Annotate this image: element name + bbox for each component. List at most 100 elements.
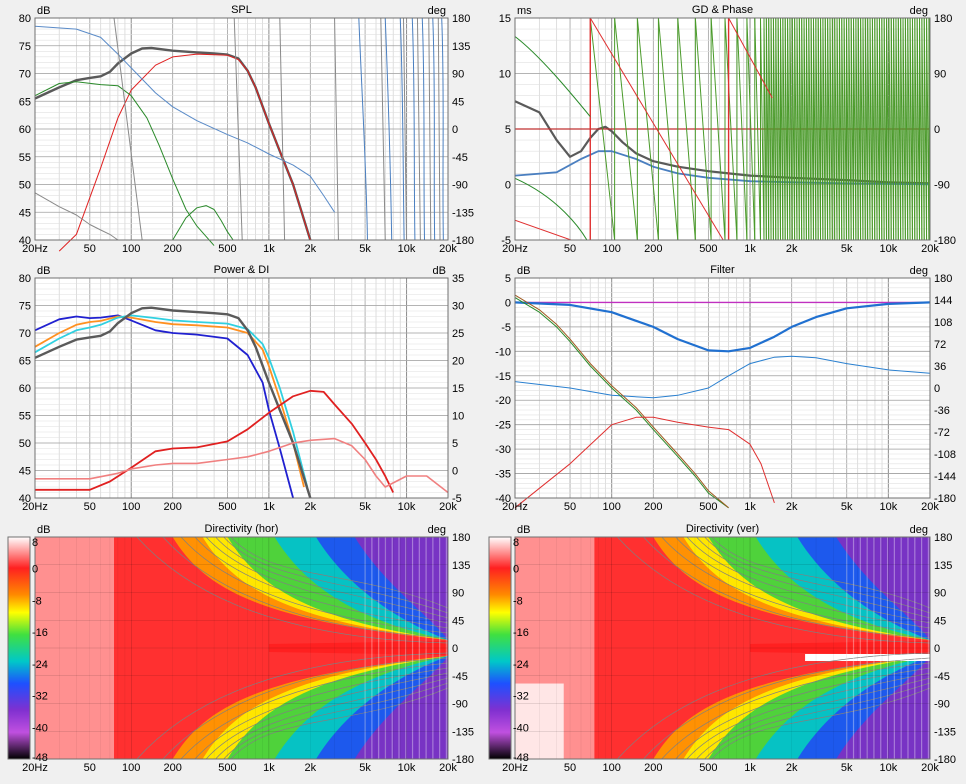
dir_ver-colorbar — [488, 536, 512, 760]
power_di-xtick: 20Hz — [22, 501, 48, 513]
spl-xtick: 50 — [84, 243, 96, 255]
spl-y2tick: -135 — [452, 207, 474, 219]
filter-ytick: -30 — [495, 444, 511, 456]
gd_phase-xtick: 50 — [564, 243, 576, 255]
dir_ver-y2tick: -135 — [934, 726, 956, 738]
dir_ver-xtick: 20k — [921, 762, 939, 774]
power_di-series-4 — [35, 389, 395, 493]
power_di-ytick: 50 — [19, 438, 31, 450]
power_di-ytick: 55 — [19, 411, 31, 423]
dir_ver-y2tick: 45 — [934, 615, 946, 627]
power_di-ytick: 65 — [19, 356, 31, 368]
dir_ver-xtick: 200 — [644, 762, 662, 774]
gd_phase-xtick: 100 — [603, 243, 621, 255]
spl-y2label: deg — [428, 5, 446, 17]
dir_ver-colorbar-tick: 0 — [513, 564, 519, 576]
filter-y2tick: 144 — [934, 295, 952, 307]
spl-series-4 — [34, 25, 336, 213]
dir_hor-panel: Directivity (hor) dB deg 20Hz 50 100 200 500 1k 2… — [7, 523, 474, 774]
filter-y2tick: 180 — [934, 273, 952, 285]
spl-y2tick: -45 — [452, 152, 468, 164]
dir_hor-colorbar-tick: -40 — [32, 722, 48, 734]
filter-xtick: 2k — [786, 501, 798, 513]
spl-title: SPL — [231, 4, 252, 16]
spl-ytick: 80 — [19, 13, 31, 25]
dir_ver-ylabel: dB — [517, 524, 530, 536]
filter-series-1 — [514, 301, 931, 353]
dir_hor-colorbar-tick: -32 — [32, 691, 48, 703]
gd_phase-y2tick: -90 — [934, 180, 950, 192]
power_di-title: Power & DI — [214, 264, 270, 276]
filter-xtick: 20k — [921, 501, 939, 513]
spl-y2tick: 180 — [452, 13, 470, 25]
dir_ver-xtick: 5k — [841, 762, 853, 774]
power_di-y2tick: 0 — [452, 466, 458, 478]
gd_phase-ytick: -5 — [501, 235, 511, 247]
gd_phase-title: GD & Phase — [692, 4, 753, 16]
dir_ver-xtick: 1k — [744, 762, 756, 774]
filter-xtick: 500 — [699, 501, 717, 513]
dir_hor-xtick: 100 — [122, 762, 140, 774]
filter-title: Filter — [710, 264, 735, 276]
dir_hor-colorbar-tick: -8 — [32, 595, 42, 607]
filter-xtick: 200 — [644, 501, 662, 513]
power_di-ytick: 45 — [19, 466, 31, 478]
spl-y2tick: 45 — [452, 96, 464, 108]
gd_phase-ytick: 10 — [499, 69, 511, 81]
gd_phase-ytick: 0 — [505, 180, 511, 192]
gd_phase-xtick: 200 — [644, 243, 662, 255]
filter-series-3 — [514, 297, 729, 509]
dir_hor-colorbar-tick: -24 — [32, 659, 48, 671]
dir_hor-y2label: deg — [428, 524, 446, 536]
gd_phase-xtick: 1k — [744, 243, 756, 255]
gd_phase-ytick: 15 — [499, 13, 511, 25]
spl-xtick: 20Hz — [22, 243, 48, 255]
filter-y2tick: 108 — [934, 317, 952, 329]
filter-y2tick: -144 — [934, 471, 956, 483]
dir_ver-colorbar-tick: -8 — [513, 595, 523, 607]
power_di-y2tick: 5 — [452, 438, 458, 450]
dir_hor-y2tick: 135 — [452, 560, 470, 572]
spl-y2tick: 0 — [452, 124, 458, 136]
filter-xtick: 50 — [564, 501, 576, 513]
filter-ytick: 5 — [505, 273, 511, 285]
gd-phase-traces — [515, 18, 930, 240]
power_di-xtick: 2k — [305, 501, 317, 513]
filter-series-2 — [514, 355, 931, 399]
dir_hor-colorbar — [7, 536, 31, 760]
power_di-xtick: 1k — [263, 501, 275, 513]
power_di-ytick: 80 — [19, 273, 31, 285]
dir_hor-xtick: 20k — [439, 762, 457, 774]
power_di-series-2 — [34, 314, 309, 488]
spl-y2tick: -180 — [452, 235, 474, 247]
dir_ver-xtick: 10k — [879, 762, 897, 774]
spl-series-3 — [172, 205, 234, 241]
dir_ver-colorbar-tick: -16 — [513, 627, 529, 639]
power_di-xtick: 20k — [439, 501, 457, 513]
dir_ver-y2tick: 180 — [934, 532, 952, 544]
power_di-ytick: 75 — [19, 301, 31, 313]
dir_ver-colorbar-tick: -48 — [513, 752, 529, 764]
spl-ytick: 45 — [19, 207, 31, 219]
spl-ylabel: dB — [37, 5, 50, 17]
filter-xtick: 20Hz — [502, 501, 528, 513]
dir_ver-colorbar-tick: -24 — [513, 659, 529, 671]
dir_hor-xtick: 10k — [398, 762, 416, 774]
power_di-y2tick: -5 — [452, 493, 462, 505]
filter-y2label: deg — [910, 265, 928, 277]
dir_hor-colorbar-tick: 8 — [32, 537, 38, 549]
power_di-series-5 — [35, 437, 449, 494]
filter-series-group — [514, 294, 931, 509]
spl-xtick: 100 — [122, 243, 140, 255]
spl-ytick: 65 — [19, 96, 31, 108]
dir_hor-y2tick: 0 — [452, 643, 458, 655]
power_di-ytick: 60 — [19, 383, 31, 395]
filter-y2tick: -180 — [934, 493, 956, 505]
power_di-y2tick: 25 — [452, 328, 464, 340]
filter-xtick: 10k — [879, 501, 897, 513]
power_di-xtick: 50 — [84, 501, 96, 513]
dir_ver-y2tick: -45 — [934, 671, 950, 683]
